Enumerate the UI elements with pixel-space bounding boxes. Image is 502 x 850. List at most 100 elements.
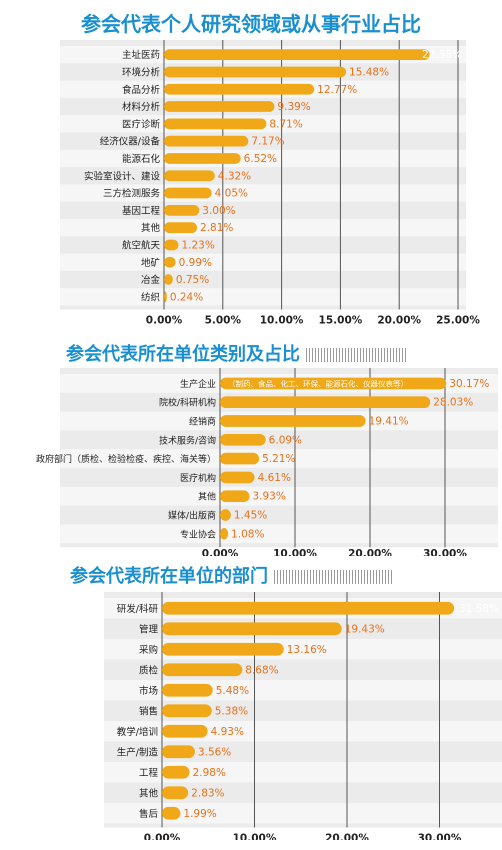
- bar: [164, 222, 198, 234]
- x-tick-label: 5.00%: [205, 315, 242, 327]
- category-label: 能源石化: [122, 153, 161, 165]
- bar: [162, 683, 213, 697]
- x-tick-label: 20.00%: [377, 315, 421, 327]
- bar: [162, 765, 190, 779]
- bar: [162, 724, 208, 738]
- category-label: 主址医药: [122, 49, 160, 61]
- category-label: 医疗机构: [180, 472, 216, 484]
- bar: [164, 239, 179, 251]
- value-label: 2.98%: [193, 767, 226, 779]
- category-label: 基因工程: [122, 205, 161, 217]
- value-label: 9.39%: [277, 101, 310, 113]
- category-label: 其他: [139, 787, 159, 799]
- chart1-title: 参会代表个人研究领域或从事行业占比: [81, 12, 421, 36]
- value-label: 4.32%: [218, 170, 251, 182]
- bar: [162, 663, 243, 677]
- bar: [164, 274, 173, 285]
- row-band: [60, 149, 466, 168]
- value-label: 8.68%: [245, 664, 278, 676]
- category-label: 其他: [141, 222, 161, 234]
- bar: [164, 49, 430, 61]
- x-tick-label: 25.00%: [436, 315, 480, 327]
- category-label: 三方检测服务: [103, 188, 161, 200]
- row-band: [60, 449, 498, 468]
- category-label: 政府部门（质检、检验检疫、疾控、海关等）: [36, 453, 216, 465]
- category-label: 销售: [139, 705, 158, 717]
- category-label: 生产/制造: [117, 746, 159, 758]
- value-label: 31.58%: [459, 603, 499, 615]
- x-tick-label: 30.00%: [423, 548, 467, 556]
- value-label: 4.61%: [258, 472, 291, 484]
- bar: [220, 433, 266, 446]
- value-label: 7.17%: [251, 136, 284, 148]
- value-label: 5.21%: [262, 453, 295, 465]
- value-label: 22.58%: [422, 49, 462, 61]
- row-band: [60, 219, 466, 237]
- bar: [164, 118, 267, 130]
- value-label: 0.24%: [170, 291, 203, 303]
- bar: [220, 509, 231, 521]
- x-tick-label: 20.00%: [325, 833, 369, 841]
- category-label: 经济仪器/设备: [100, 136, 161, 148]
- value-label: 15.48%: [349, 66, 389, 78]
- category-label: 环境分析: [122, 66, 161, 78]
- x-tick-label: 0.00%: [144, 833, 181, 841]
- bar: [220, 415, 366, 427]
- value-label: 8.71%: [269, 118, 302, 130]
- value-label: 0.99%: [179, 257, 212, 269]
- value-label: 13.16%: [287, 644, 327, 656]
- bar: [162, 745, 195, 759]
- category-label: 专业协会: [180, 528, 216, 540]
- category-label: 教学/培训: [117, 726, 158, 738]
- value-label: 3.93%: [252, 491, 285, 503]
- category-label: 市场: [139, 685, 158, 697]
- value-label: 2.83%: [191, 787, 224, 799]
- bar: [220, 490, 250, 503]
- bar: [220, 396, 431, 409]
- x-tick-label: 30.00%: [418, 833, 462, 841]
- bar: [220, 471, 255, 484]
- row-band: [104, 803, 502, 824]
- category-label: 纺织: [141, 291, 160, 303]
- category-label: 工程: [139, 768, 159, 779]
- category-label: 冶金: [141, 274, 161, 286]
- x-tick-label: 20.00%: [348, 548, 392, 556]
- category-label: 售后: [139, 808, 159, 820]
- bar: [162, 622, 342, 636]
- value-label: 3.00%: [202, 205, 235, 217]
- category-label: 院校/科研机构: [159, 397, 216, 409]
- category-label: 地矿: [141, 257, 161, 269]
- value-label: 6.52%: [244, 153, 277, 165]
- title-stripe-decoration: [274, 570, 392, 584]
- bar: [164, 187, 212, 199]
- value-label: 3.56%: [198, 746, 231, 758]
- bar: [164, 256, 176, 268]
- chart1-industry-share: 0.00% 5.00% 10.00% 15.00% 20.00% 25.00% 主址医药 22…: [60, 40, 480, 327]
- value-label: 12.77%: [317, 84, 357, 96]
- bar: [162, 806, 181, 820]
- row-band: [60, 524, 498, 544]
- value-label: 2.81%: [200, 222, 233, 234]
- row-band: [60, 486, 498, 506]
- value-label: 19.43%: [345, 623, 385, 635]
- x-tick-label: 0.00%: [202, 548, 239, 556]
- chart3-department-share: 0.00% 10.00% 20.00% 30.00% 研发/科研 31.58% 管理 19.4…: [104, 592, 502, 841]
- category-label: 食品分析: [122, 84, 161, 96]
- value-label: 1.99%: [183, 808, 216, 820]
- bar: [164, 153, 241, 164]
- category-label: 材料分析: [122, 101, 161, 113]
- bar: [164, 101, 275, 112]
- bar: [164, 83, 315, 95]
- bar: [162, 786, 189, 800]
- row-band: [60, 288, 466, 306]
- bar-note-label: （制药、食品、化工、环保、能源石化、仪器仪表等）: [228, 378, 408, 388]
- value-label: 5.48%: [216, 685, 249, 697]
- x-tick-label: 0.00%: [146, 315, 183, 327]
- category-label: 管理: [139, 623, 159, 635]
- bar: [164, 204, 200, 216]
- bar: [220, 377, 447, 390]
- x-tick-label: 15.00%: [319, 315, 363, 327]
- category-label: 航空航天: [122, 239, 161, 251]
- value-label: 28.03%: [433, 397, 473, 409]
- bar: [164, 135, 249, 147]
